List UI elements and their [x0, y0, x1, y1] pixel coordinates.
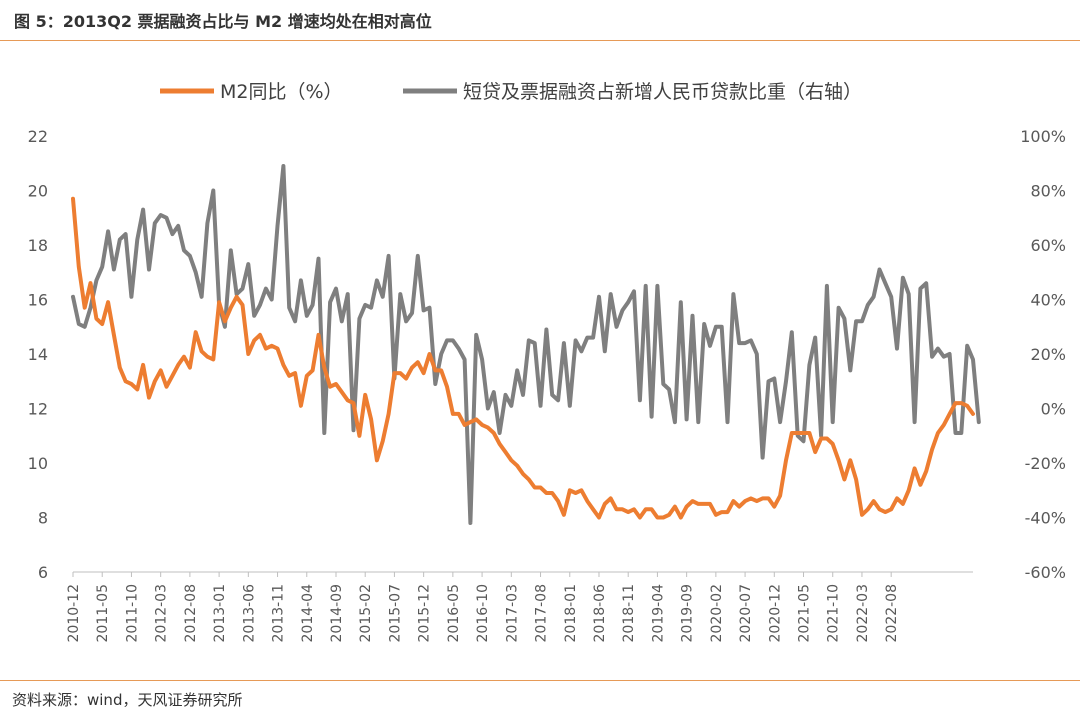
y-left-tick-label: 16	[28, 291, 48, 310]
y-right-tick-label: -20%	[1025, 454, 1066, 473]
title-divider	[0, 40, 1080, 41]
footer-divider	[0, 680, 1080, 681]
x-tick-label: 2022-08	[884, 584, 900, 643]
y-right-tick-label: -40%	[1025, 509, 1066, 528]
y-right-tick-label: -60%	[1025, 563, 1066, 582]
axes: 6 8 10 12 14 16 18 20 22 -60% -40% -20% 0% 20% 40% 60% 8…	[28, 127, 1066, 643]
x-tick-label: 2011-10	[124, 584, 140, 643]
y-left-tick-label: 6	[38, 563, 48, 582]
x-tick-label: 2022-03	[855, 584, 871, 643]
x-tick-label: 2017-08	[534, 584, 550, 643]
source-note: 资料来源：wind，天风证券研究所	[12, 691, 243, 709]
y-left-tick-label: 18	[28, 236, 48, 255]
y-left-tick-label: 14	[28, 345, 48, 364]
x-tick-label: 2020-07	[738, 584, 754, 643]
y-left-tick-label: 12	[28, 400, 48, 419]
m2-bill-financing-chart: M2同比（%） 短贷及票据融资占新增人民币贷款比重（右轴） 6 8 10 12 14 16…	[28, 81, 1066, 643]
y-right-tick-label: 0%	[1041, 400, 1066, 419]
x-tick-label: 2018-01	[563, 584, 579, 643]
x-tick-label: 2016-10	[475, 584, 491, 643]
x-tick-label: 2015-07	[387, 584, 403, 643]
x-tick-label: 2020-12	[767, 584, 783, 643]
legend-label-m2: M2同比（%）	[220, 81, 343, 103]
m2-yoy-line	[71, 196, 975, 520]
legend: M2同比（%） 短贷及票据融资占新增人民币贷款比重（右轴）	[160, 81, 862, 103]
y-right-tick-label: 40%	[1030, 291, 1066, 310]
x-tick-label: 2013-11	[271, 584, 287, 643]
x-tick-label: 2011-05	[95, 584, 111, 643]
x-tick-label: 2019-04	[650, 584, 666, 643]
x-tick-label: 2015-12	[417, 584, 433, 643]
y-left-tick-label: 10	[28, 454, 48, 473]
x-tick-label: 2012-08	[183, 584, 199, 643]
y-right-tick-label: 100%	[1020, 127, 1066, 146]
x-tick-label: 2018-11	[621, 584, 637, 643]
x-tick-label: 2019-09	[680, 584, 696, 643]
series-layer	[71, 164, 981, 525]
y-left-tick-label: 22	[28, 127, 48, 146]
y-right-tick-label: 80%	[1030, 182, 1066, 201]
figure-title: 图 5：2013Q2 票据融资占比与 M2 增速均处在相对高位	[14, 12, 432, 31]
legend-label-loan-share: 短贷及票据融资占新增人民币贷款比重（右轴）	[463, 81, 862, 103]
x-tick-label: 2013-06	[241, 584, 257, 643]
x-tick-label: 2010-12	[66, 584, 82, 643]
y-left-tick-label: 8	[38, 509, 48, 528]
x-tick-label: 2014-04	[300, 584, 316, 643]
x-tick-label: 2014-09	[329, 584, 345, 643]
x-tick-label: 2020-02	[709, 584, 725, 643]
y-right-tick-label: 20%	[1030, 345, 1066, 364]
x-tick-label: 2018-06	[592, 584, 608, 643]
x-tick-label: 2021-05	[797, 584, 813, 643]
x-tick-label: 2016-05	[446, 584, 462, 643]
x-tick-label: 2017-03	[504, 584, 520, 643]
x-tick-label: 2012-03	[154, 584, 170, 643]
loan-share-line	[71, 164, 981, 525]
y-right-tick-label: 60%	[1030, 236, 1066, 255]
x-tick-label: 2013-01	[212, 584, 228, 643]
x-tick-label: 2021-10	[826, 584, 842, 643]
x-tick-label: 2015-02	[358, 584, 374, 643]
y-left-tick-label: 20	[28, 182, 48, 201]
